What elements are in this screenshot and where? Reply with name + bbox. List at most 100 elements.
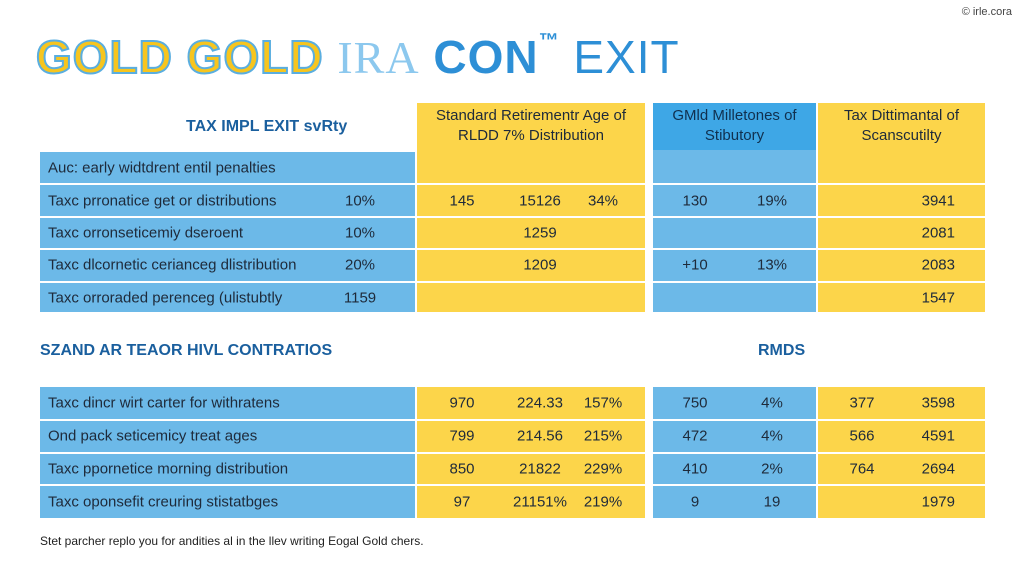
- row-label: Taxc oponsefit creuring stistatbges: [48, 493, 279, 511]
- block: [417, 103, 645, 312]
- row-separator: [417, 183, 645, 186]
- title: GOLD GOLD IRA CON™ EXIT: [35, 30, 680, 84]
- row-label: Auc: early widtdrent entil penalties: [48, 159, 276, 177]
- cell: 799: [449, 427, 475, 445]
- section-heading: SZAND AR TEAOR HIVL CONTRATIOS: [40, 342, 333, 359]
- block: [818, 103, 985, 312]
- row-separator: [818, 215, 985, 218]
- row-separator: [818, 280, 985, 283]
- row-separator: [653, 280, 816, 283]
- cell: 1259: [523, 224, 557, 242]
- cell: 21822: [519, 460, 561, 478]
- cell: 215%: [583, 427, 623, 445]
- cell: 19: [763, 493, 781, 511]
- cell: 2%: [761, 460, 783, 478]
- row-separator: [417, 215, 645, 218]
- cell: 2694: [921, 460, 955, 478]
- row-separator: [40, 484, 415, 487]
- column-header: Standard Retirementr Age of RLDD 7% Dist…: [435, 107, 627, 144]
- cell: 145: [449, 192, 475, 210]
- row-separator: [417, 451, 645, 454]
- block: [40, 152, 415, 312]
- cell: 9: [690, 493, 700, 511]
- cell: 750: [682, 394, 708, 412]
- cell: 219%: [583, 493, 623, 511]
- row-separator: [818, 248, 985, 251]
- cell: 97: [453, 493, 471, 511]
- cell: 21151%: [513, 493, 567, 511]
- row-label: Taxc dincr wirt carter for withratens: [48, 394, 280, 412]
- cell: 15126: [519, 192, 561, 210]
- cell: 377: [849, 394, 875, 412]
- column-header: GMld Milletones of Stibutory: [672, 107, 797, 144]
- row-label: Taxc orronseticemiy dseroent: [48, 224, 244, 242]
- footer: Stet parcher replo you for andities al i…: [40, 534, 424, 548]
- cell: 19%: [756, 192, 788, 210]
- cell: 34%: [587, 192, 619, 210]
- column-header: Tax Dittimantal of Scanscutilty: [843, 107, 960, 144]
- cell: 130: [682, 192, 708, 210]
- row-separator: [653, 248, 816, 251]
- title-part: EXIT: [573, 31, 680, 83]
- row-label: Taxc dlcornetic cerianceg dlistribution: [48, 256, 297, 274]
- cell: 472: [682, 427, 708, 445]
- row-separator: [653, 418, 816, 421]
- row-separator: [818, 484, 985, 487]
- cell: 1979: [921, 493, 955, 511]
- row-separator: [818, 451, 985, 454]
- title-part: CON: [433, 31, 539, 83]
- block: [653, 150, 816, 312]
- row-separator: [40, 183, 415, 186]
- row-label: Ond pack seticemicy treat ages: [48, 427, 258, 445]
- row-separator: [40, 451, 415, 454]
- cell: 20%: [344, 256, 376, 274]
- row-separator: [417, 418, 645, 421]
- section-heading: RMDS: [758, 342, 806, 359]
- cell: 224.33: [517, 394, 563, 412]
- cell: 1547: [921, 289, 955, 307]
- row-separator: [40, 248, 415, 251]
- cell: 229%: [583, 460, 623, 478]
- title-part: GOLD GOLD: [35, 30, 324, 84]
- cell: 10%: [344, 192, 376, 210]
- cell: 13%: [756, 256, 788, 274]
- cell: 214.56: [517, 427, 563, 445]
- cell: 4%: [761, 394, 783, 412]
- table-title: TAX IMPL EXIT svRty: [186, 118, 348, 135]
- row-separator: [417, 248, 645, 251]
- cell: +10: [682, 256, 708, 274]
- cell: 764: [849, 460, 875, 478]
- cell: 3598: [921, 394, 955, 412]
- cell: 566: [849, 427, 875, 445]
- cell: 850: [449, 460, 475, 478]
- row-separator: [653, 183, 816, 186]
- block: [653, 103, 816, 150]
- row-separator: [818, 418, 985, 421]
- row-separator: [818, 183, 985, 186]
- row-label: Taxc orroraded perenceg (ulistubtly: [48, 289, 283, 307]
- row-label: Taxc prronatice get or distributions: [48, 192, 277, 210]
- cell: 10%: [344, 224, 376, 242]
- row-separator: [40, 215, 415, 218]
- cell: 4591: [921, 427, 955, 445]
- cell: 410: [682, 460, 708, 478]
- row-separator: [417, 280, 645, 283]
- row-separator: [653, 451, 816, 454]
- cell: 2083: [921, 256, 955, 274]
- row-separator: [653, 484, 816, 487]
- cell: 157%: [583, 394, 623, 412]
- cell: 970: [449, 394, 475, 412]
- cell: 2081: [921, 224, 955, 242]
- cell: 1159: [343, 289, 377, 307]
- cell: 4%: [761, 427, 783, 445]
- row-separator: [653, 215, 816, 218]
- title-part: IRA: [337, 32, 420, 83]
- row-label: Taxc ppornetice morning distribution: [48, 460, 289, 478]
- credit: © irle.cora: [961, 6, 1012, 18]
- row-separator: [417, 484, 645, 487]
- row-separator: [40, 418, 415, 421]
- cell: 3941: [921, 192, 955, 210]
- title-part: ™: [538, 30, 560, 52]
- cell: 1209: [523, 256, 557, 274]
